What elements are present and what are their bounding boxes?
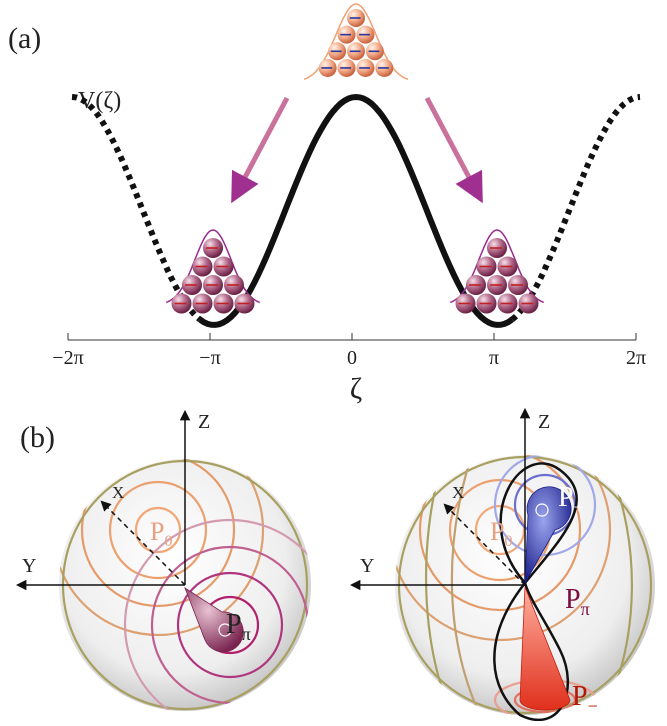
label-text: P — [572, 681, 588, 712]
arrow — [427, 98, 480, 198]
label-sub: 0 — [504, 533, 512, 550]
axis-label: X — [452, 483, 464, 502]
label-text: P — [150, 517, 164, 546]
axis-label: ζ — [350, 372, 362, 405]
label-sub: 0 — [164, 533, 172, 550]
panel-label: (a) — [8, 22, 41, 55]
label-sub: π — [581, 599, 590, 619]
potential-curve — [72, 97, 640, 325]
condensates — [166, 4, 544, 314]
left-sphere: Z Y X P0 Pπ — [18, 411, 335, 721]
label-sub: − — [588, 696, 598, 716]
dotted-curve — [512, 97, 640, 319]
tick-label: 2π — [626, 347, 646, 369]
axis-label: Y — [22, 555, 36, 577]
tick-label: 0 — [347, 347, 357, 369]
tick-label: π — [489, 347, 499, 369]
label-text: P — [558, 482, 574, 513]
label-sub: π — [242, 624, 251, 644]
arrow — [234, 98, 287, 198]
axis-label: Y — [360, 555, 374, 577]
axis-label: X — [112, 483, 124, 502]
axis-label: Z — [198, 411, 210, 433]
panel-label: (b) — [20, 421, 55, 454]
tick-label: −π — [199, 347, 220, 369]
label-sub: + — [574, 497, 584, 517]
label-text: P — [490, 517, 504, 546]
label-text: P — [565, 584, 581, 615]
dotted-curve — [72, 97, 200, 319]
page: (a) V(ζ) −2π−π0π2π ζ (b) Z Y X P0 Pπ Z Y… — [0, 0, 667, 726]
right-sphere: Z Y X P0 P+ Pπ P− — [352, 410, 655, 720]
axis-label: Z — [538, 411, 550, 433]
figure: (a) V(ζ) −2π−π0π2π ζ (b) Z Y X P0 Pπ Z Y… — [0, 0, 667, 721]
zeta-axis: −2π −π 0 π 2π — [52, 333, 646, 369]
tick-label: −2π — [52, 347, 83, 369]
label-text: P — [226, 609, 242, 640]
